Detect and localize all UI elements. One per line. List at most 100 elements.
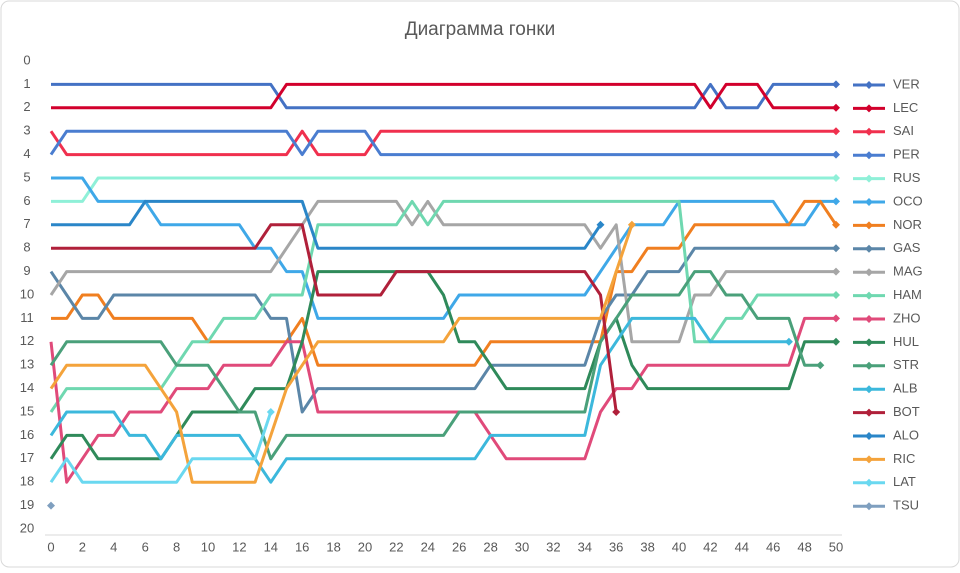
series-line — [49, 199, 836, 344]
legend-label: LEC — [893, 100, 918, 115]
end-marker — [832, 197, 840, 206]
legend-label: PER — [893, 147, 920, 162]
y-tick-label: 19 — [20, 497, 34, 512]
x-tick-label: 20 — [358, 539, 372, 554]
x-tick-label: 46 — [766, 539, 780, 554]
x-tick-label: 48 — [797, 539, 811, 554]
series-line — [49, 411, 273, 484]
end-marker — [612, 408, 621, 416]
legend-marker — [865, 338, 873, 347]
x-tick-label: 12 — [232, 539, 246, 554]
series-line — [51, 199, 838, 367]
series-line — [51, 82, 836, 110]
end-marker — [832, 150, 840, 159]
legend-marker — [865, 104, 873, 113]
x-tick-label: 50 — [829, 539, 843, 554]
y-tick-label: 3 — [23, 123, 30, 138]
x-tick-label: 6 — [142, 539, 149, 554]
end-marker — [832, 337, 840, 346]
legend-marker — [865, 385, 873, 394]
end-marker — [816, 361, 825, 370]
x-tick-label: 26 — [452, 539, 466, 554]
end-marker — [832, 80, 840, 89]
series-line — [49, 270, 821, 461]
end-marker — [627, 220, 636, 229]
legend-label: OCO — [893, 193, 923, 208]
legend-label: BOT — [893, 404, 920, 419]
x-tick-label: 0 — [47, 539, 54, 554]
x-tick-label: 10 — [201, 539, 215, 554]
legend-marker — [865, 127, 873, 136]
x-tick-label: 22 — [389, 539, 403, 554]
y-tick-label: 5 — [23, 169, 30, 184]
y-tick-label: 2 — [23, 99, 30, 114]
end-marker — [266, 408, 275, 416]
legend-label: TSU — [893, 498, 919, 513]
legend-label: NOR — [893, 217, 922, 232]
x-tick-label: 40 — [672, 539, 686, 554]
legend-marker — [865, 315, 873, 323]
y-tick-label: 18 — [20, 474, 34, 489]
legend-label: VER — [893, 76, 920, 91]
y-tick-label: 17 — [20, 450, 34, 465]
x-tick-label: 24 — [421, 539, 435, 554]
legend-label: STR — [893, 357, 919, 372]
legend-marker — [865, 174, 873, 183]
y-tick-label: 13 — [20, 357, 34, 372]
legend-marker — [865, 81, 873, 89]
end-marker — [832, 220, 840, 229]
x-tick-label: 30 — [515, 539, 529, 554]
x-tick-label: 18 — [326, 539, 340, 554]
series-line — [49, 129, 836, 157]
series-line — [49, 270, 836, 461]
legend-marker — [865, 151, 873, 160]
legend-marker — [865, 502, 873, 511]
series-line — [49, 246, 836, 414]
legend-marker — [865, 268, 873, 277]
end-marker — [832, 127, 840, 136]
legend-marker — [865, 291, 873, 300]
x-tick-label: 8 — [173, 539, 180, 554]
x-tick-label: 14 — [264, 539, 278, 554]
legend-marker — [865, 478, 873, 487]
y-tick-label: 14 — [20, 380, 34, 395]
end-marker — [832, 267, 840, 276]
end-marker — [832, 291, 840, 299]
series-line — [51, 223, 618, 413]
y-tick-label: 6 — [23, 193, 30, 208]
y-tick-label: 1 — [23, 76, 30, 91]
legend-label: ALB — [893, 381, 918, 396]
legend-marker — [865, 432, 873, 440]
y-tick-label: 11 — [20, 310, 34, 325]
y-tick-label: 9 — [23, 263, 30, 278]
series-line — [51, 199, 602, 250]
end-marker — [784, 337, 793, 346]
x-tick-label: 42 — [703, 539, 717, 554]
x-tick-label: 28 — [483, 539, 497, 554]
x-tick-label: 2 — [79, 539, 86, 554]
series-line — [51, 176, 836, 203]
legend-label: HAM — [893, 287, 922, 302]
end-marker — [596, 220, 605, 229]
end-marker — [832, 174, 840, 182]
series-line — [51, 176, 836, 320]
x-tick-label: 16 — [295, 539, 309, 554]
x-tick-label: 36 — [609, 539, 623, 554]
y-tick-label: 7 — [23, 216, 30, 231]
legend-label: GAS — [893, 240, 921, 255]
legend-label: MAG — [893, 264, 923, 279]
y-tick-label: 8 — [23, 240, 30, 255]
legend-label: LAT — [893, 474, 916, 489]
legend-marker — [865, 244, 873, 253]
y-tick-label: 12 — [20, 333, 34, 348]
x-tick-label: 38 — [640, 539, 654, 554]
legend-label: ZHO — [893, 310, 920, 325]
end-marker — [832, 244, 840, 253]
y-tick-label: 15 — [20, 403, 34, 418]
end-marker — [47, 501, 55, 510]
legend-marker — [865, 221, 873, 230]
chart-title: Диаграмма гонки — [405, 19, 556, 40]
x-tick-label: 34 — [578, 539, 592, 554]
